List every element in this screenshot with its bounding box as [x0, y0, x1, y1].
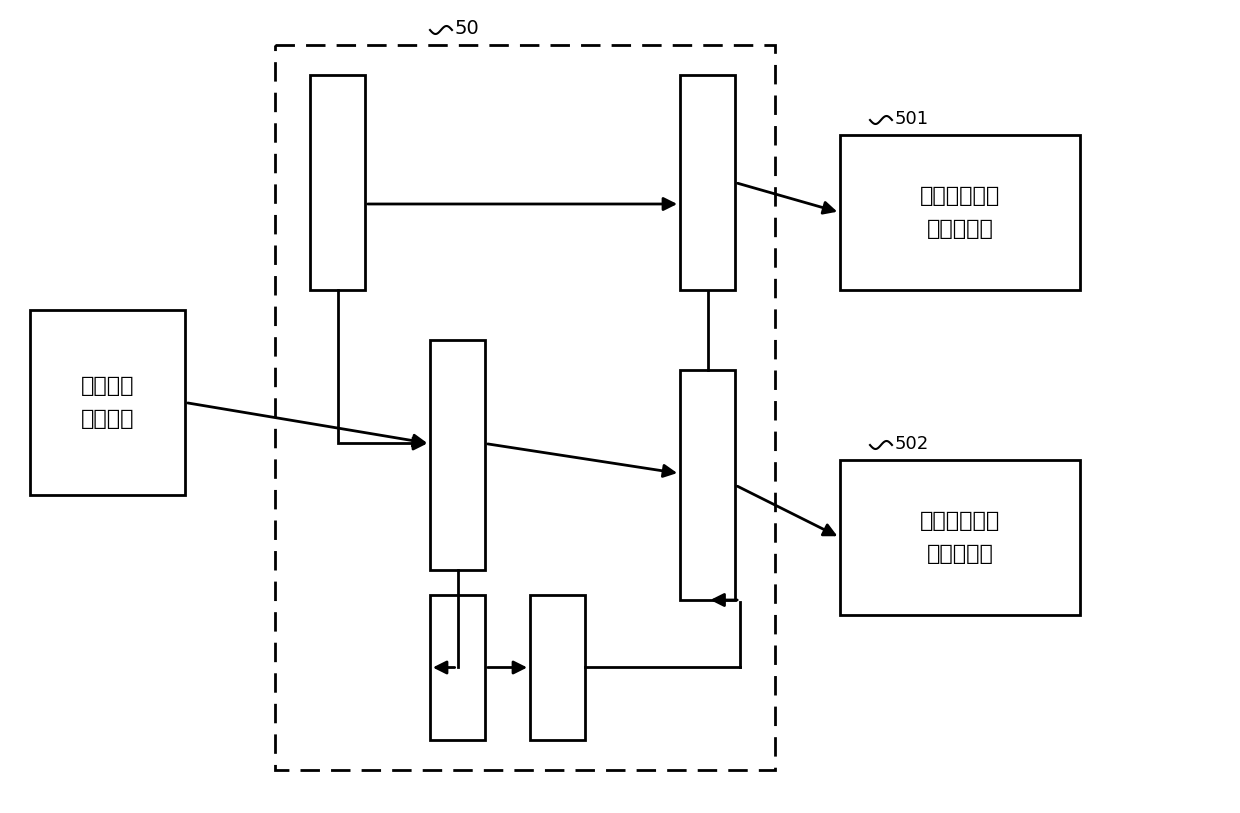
- Bar: [680, 75, 735, 290]
- Bar: [310, 75, 365, 290]
- Text: 50: 50: [455, 20, 480, 38]
- Text: 502: 502: [895, 435, 929, 453]
- Bar: [430, 340, 485, 570]
- Bar: [839, 135, 1080, 290]
- Text: 待检测车
道线图像: 待检测车 道线图像: [81, 376, 134, 429]
- Text: 车道线实例分
割分支网络: 车道线实例分 割分支网络: [920, 511, 1001, 564]
- Bar: [839, 460, 1080, 615]
- Text: 501: 501: [895, 110, 929, 128]
- Bar: [430, 595, 485, 740]
- Text: 车道线语义分
割分支网络: 车道线语义分 割分支网络: [920, 186, 1001, 239]
- Bar: [275, 45, 775, 770]
- Bar: [30, 310, 185, 495]
- Bar: [529, 595, 585, 740]
- Bar: [680, 370, 735, 600]
